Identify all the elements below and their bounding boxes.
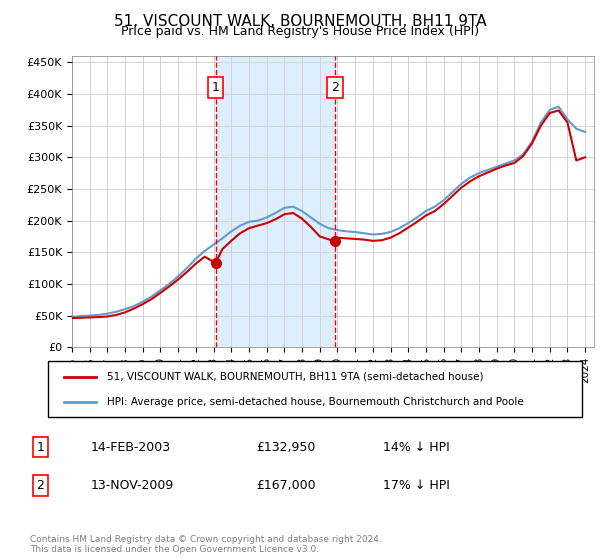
Text: 13-NOV-2009: 13-NOV-2009: [90, 479, 173, 492]
Text: HPI: Average price, semi-detached house, Bournemouth Christchurch and Poole: HPI: Average price, semi-detached house,…: [107, 396, 523, 407]
Text: 2: 2: [37, 479, 44, 492]
Text: 2: 2: [331, 81, 339, 94]
Text: 51, VISCOUNT WALK, BOURNEMOUTH, BH11 9TA: 51, VISCOUNT WALK, BOURNEMOUTH, BH11 9TA: [113, 14, 487, 29]
Text: 17% ↓ HPI: 17% ↓ HPI: [383, 479, 449, 492]
Text: 1: 1: [37, 441, 44, 454]
FancyBboxPatch shape: [48, 361, 582, 417]
Text: Contains HM Land Registry data © Crown copyright and database right 2024.
This d: Contains HM Land Registry data © Crown c…: [30, 535, 382, 554]
Text: £167,000: £167,000: [256, 479, 316, 492]
Text: 14-FEB-2003: 14-FEB-2003: [90, 441, 170, 454]
Text: Price paid vs. HM Land Registry's House Price Index (HPI): Price paid vs. HM Land Registry's House …: [121, 25, 479, 38]
Text: 14% ↓ HPI: 14% ↓ HPI: [383, 441, 449, 454]
Text: 1: 1: [212, 81, 220, 94]
Text: 51, VISCOUNT WALK, BOURNEMOUTH, BH11 9TA (semi-detached house): 51, VISCOUNT WALK, BOURNEMOUTH, BH11 9TA…: [107, 372, 483, 382]
Bar: [215, 56, 335, 347]
Text: £132,950: £132,950: [256, 441, 315, 454]
